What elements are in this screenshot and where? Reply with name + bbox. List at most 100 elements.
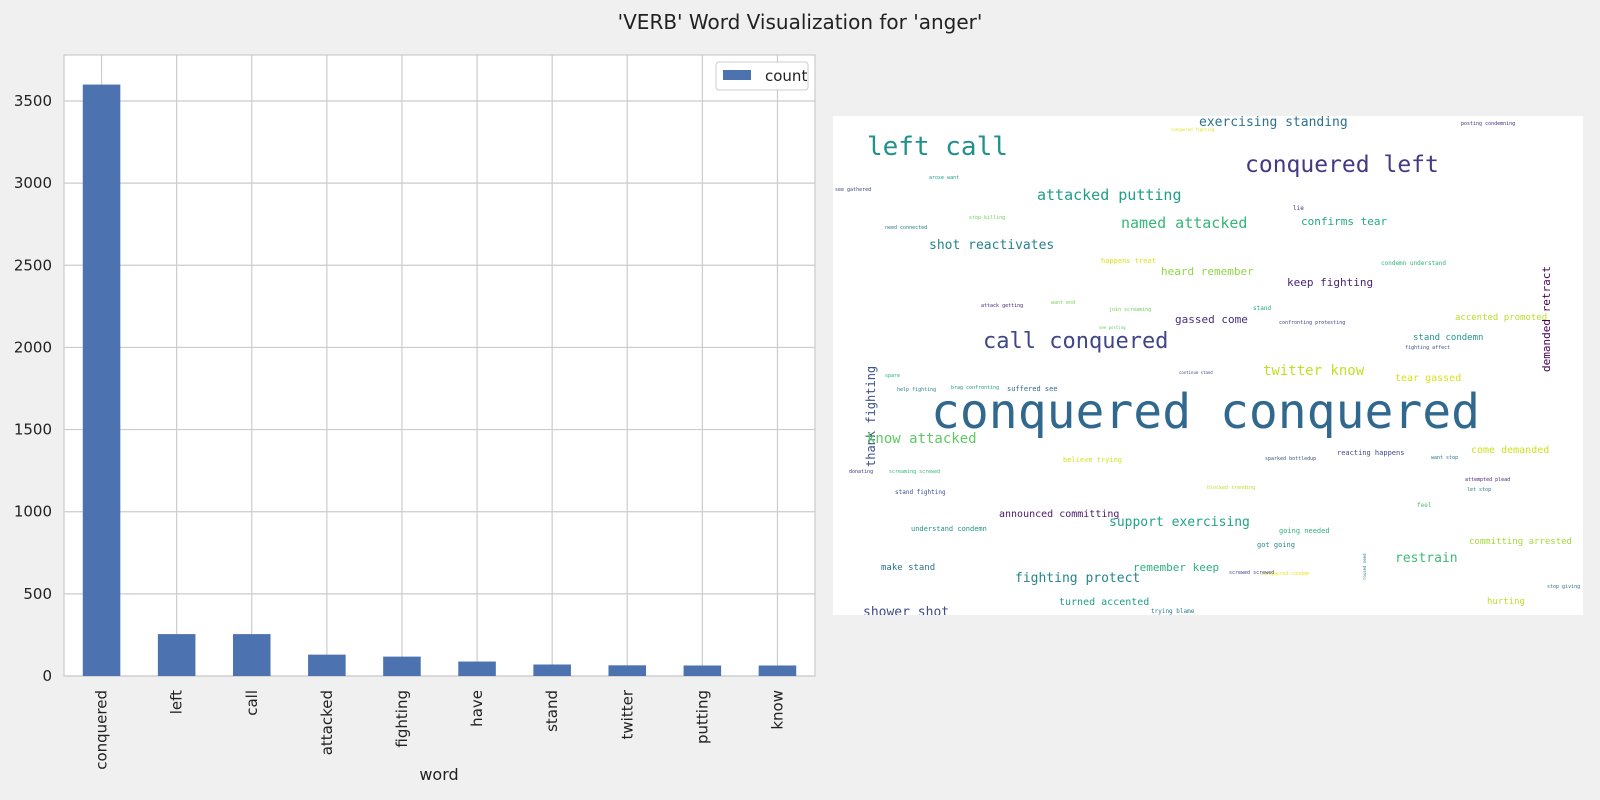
- wordcloud-word: roused need: [1362, 553, 1367, 581]
- wordcloud-word: sparked bottledup: [1265, 456, 1317, 462]
- wordcloud-word: blocked trending: [1207, 485, 1256, 491]
- wordcloud-word: heard remember: [1161, 265, 1254, 278]
- wordcloud-word: arose want: [929, 175, 960, 181]
- wordcloud-word: keep fighting: [1287, 276, 1374, 289]
- wordcloud-word: attempted plead: [1465, 477, 1511, 483]
- x-tick-label: left: [168, 690, 186, 714]
- wordcloud-word: stand condemn: [1413, 333, 1484, 343]
- wordcloud-word: suffered see: [1007, 385, 1058, 393]
- wordcloud-word: brag confronting: [951, 385, 1000, 391]
- x-tick-label: fighting: [393, 690, 411, 748]
- wordcloud-word: confronting protesting: [1279, 320, 1346, 326]
- y-tick-labels: 0 500 1000 1500 2000 2500 3000 3500: [14, 92, 52, 685]
- legend-frame: [715, 61, 809, 91]
- wordcloud-word: conquered left: [1245, 152, 1439, 178]
- bar-left: [157, 634, 196, 676]
- wordcloud-word: believe trying: [1063, 456, 1123, 464]
- wordcloud-word: spare: [885, 373, 901, 379]
- wordcloud-word: confirms tear: [1301, 215, 1388, 228]
- word-cloud: conquered conquered left call conquered le…: [833, 116, 1583, 615]
- wordcloud-word: fighting protect: [1015, 571, 1141, 586]
- wordcloud-word: feel: [1417, 502, 1432, 509]
- wordcloud-word: call conquered: [983, 329, 1169, 354]
- plot-area: [63, 54, 816, 677]
- wordcloud-word: know attacked: [867, 431, 977, 447]
- wordcloud-word: see posting: [1099, 325, 1126, 330]
- wordcloud-word: stand: [1253, 305, 1272, 312]
- bar-call: [232, 634, 271, 676]
- y-tick-label: 500: [23, 585, 52, 603]
- x-axis-label: word: [419, 765, 458, 784]
- y-tick-label: 3000: [14, 174, 52, 192]
- wordcloud-word: posting condemning: [1461, 121, 1516, 127]
- x-tick-label: attacked: [318, 690, 336, 755]
- wordcloud-word: announced committing: [999, 509, 1120, 520]
- wordcloud-word: understand condemn: [911, 525, 987, 533]
- wordcloud-word: committing arrested: [1469, 537, 1572, 547]
- y-tick-label: 2000: [14, 338, 52, 356]
- legend-swatch: [723, 70, 751, 80]
- wordcloud-word: trying blame: [1151, 608, 1195, 615]
- wordcloud-word: hurting: [1487, 597, 1525, 607]
- wordcloud-word: thank fighting: [864, 365, 878, 467]
- wordcloud-word: turned accented: [1059, 597, 1150, 608]
- wordcloud-word: join screaming: [1109, 307, 1152, 313]
- wordcloud-word: make stand: [881, 563, 936, 573]
- wordcloud-word: want end: [1051, 300, 1076, 306]
- bar-attacked: [308, 654, 346, 676]
- x-tick-label: putting: [693, 690, 711, 744]
- wordcloud-word: see gathered: [835, 187, 872, 193]
- wordcloud-word: fighting affect: [1405, 345, 1451, 351]
- wordcloud-word: support exercising: [1109, 515, 1250, 530]
- x-tick-label: stand: [543, 690, 561, 732]
- wordcloud-word: stand fighting: [895, 489, 946, 496]
- wordcloud-word: named attacked: [1121, 214, 1248, 232]
- wordcloud-word: attack getting: [981, 303, 1024, 309]
- bar-have: [458, 661, 496, 676]
- wordcloud-word: got going: [1257, 541, 1295, 549]
- wordcloud-word: reacting happens: [1337, 449, 1405, 457]
- wordcloud-word: shower shot: [863, 605, 950, 615]
- wordcloud-word: happens treat: [1101, 257, 1156, 265]
- bar-stand: [533, 664, 571, 676]
- wordcloud-word: screwed screwed: [1229, 570, 1275, 576]
- wordcloud-word: tear gassed: [1395, 373, 1462, 384]
- bar-twitter: [608, 665, 647, 676]
- bars: [82, 84, 797, 677]
- wordcloud-word: continue stand: [1179, 370, 1213, 375]
- wordcloud-word: conquered fighting: [1171, 127, 1215, 132]
- wordcloud-word: help fighting: [897, 387, 937, 393]
- gridlines: [64, 55, 815, 677]
- wordcloud-word: screaming screwed: [889, 469, 941, 475]
- y-tick-label: 2500: [14, 256, 52, 274]
- bar-conquered: [82, 84, 121, 677]
- wordcloud-word: come demanded: [1471, 445, 1550, 456]
- figure-title: 'VERB' Word Visualization for 'anger': [617, 10, 983, 34]
- wordcloud-word: remember keep: [1133, 561, 1220, 574]
- x-tick-label: conquered: [93, 690, 111, 770]
- bar-chart: 0 500 1000 1500 2000 2500 3000 3500 conquered le…: [14, 54, 816, 784]
- wordcloud-word: stop giving: [1547, 584, 1581, 590]
- wordcloud-word: want stop: [1431, 455, 1459, 461]
- x-tick-label: call: [243, 690, 261, 716]
- wordcloud-word: exercising standing: [1199, 116, 1348, 130]
- bar-know: [758, 665, 797, 676]
- wordcloud-word: donating: [849, 469, 874, 475]
- wordcloud-word: twitter know: [1263, 363, 1365, 379]
- wordcloud-word: conquered conquered: [931, 384, 1481, 440]
- wordcloud-word: conquered condem: [1261, 571, 1310, 577]
- wordcloud-word: need connected: [885, 225, 928, 231]
- x-tick-label: have: [468, 690, 486, 727]
- wordcloud-word: let stop: [1467, 487, 1492, 493]
- x-tick-label: twitter: [618, 689, 636, 739]
- bar-fighting: [383, 656, 421, 676]
- x-tick-label: know: [768, 690, 786, 730]
- wordcloud-word: shot reactivates: [929, 238, 1055, 253]
- wordcloud-word: accented promoted: [1455, 313, 1548, 323]
- y-tick-label: 1500: [14, 421, 52, 439]
- y-tick-label: 0: [42, 667, 52, 685]
- legend: count: [715, 61, 809, 91]
- wordcloud-word: left call: [867, 132, 1008, 162]
- bar-putting: [683, 665, 722, 676]
- y-tick-label: 1000: [14, 503, 52, 521]
